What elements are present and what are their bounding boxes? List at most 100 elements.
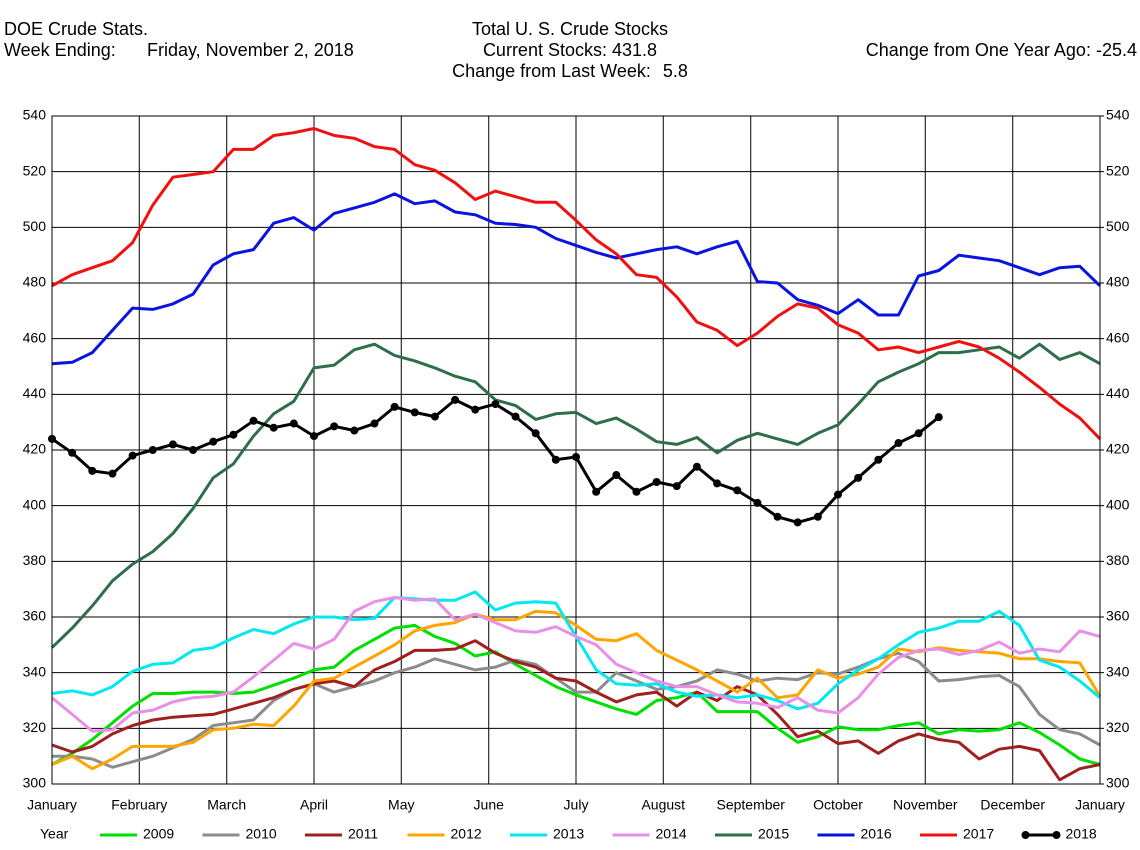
value: 431.8 [612,40,657,60]
series-marker [289,419,298,428]
x-tick-label: October [813,797,863,813]
series-marker [692,462,701,471]
series-marker [451,395,460,404]
label: Change from One Year Ago: [866,40,1091,60]
series-marker [551,455,560,464]
y2-tick-label: 400 [1106,496,1130,512]
week-label: Week Ending: [4,40,116,60]
series-marker [632,487,641,496]
plot-frame [51,115,1101,785]
series-line [50,342,1101,649]
series-line [51,596,1101,733]
y-tick-label: 300 [23,775,47,791]
series-marker [773,512,782,521]
series-line [51,127,1102,440]
series-marker [330,422,339,431]
series-marker [471,405,480,414]
series-line [51,398,940,524]
value: -25.4 [1096,40,1137,60]
x-tick-label: July [564,797,589,813]
series-marker [874,455,883,464]
legend-label: 2016 [861,826,892,842]
series-marker [914,429,923,438]
y-tick-label: 500 [23,218,47,234]
y-tick-label: 320 [23,719,47,735]
y2-tick-label: 300 [1106,775,1130,791]
y-tick-label: 520 [23,162,47,178]
legend-label: 2011 [348,826,378,842]
y2-tick-label: 520 [1106,162,1130,178]
x-tick-label: May [388,797,414,813]
y-tick-label: 380 [23,552,47,568]
series-marker [350,426,359,435]
legend-title: Year [40,826,69,842]
series-marker [68,448,77,457]
y-tick-label: 420 [23,441,47,457]
series-marker [854,473,863,482]
series-marker [310,432,318,441]
y2-tick-label: 480 [1106,274,1130,290]
y-tick-label: 360 [23,608,47,624]
legend-label: 2014 [656,826,687,842]
legend-label: 2009 [143,826,174,842]
legend-label: 2017 [963,826,994,842]
y-tick-label: 540 [23,107,47,123]
current-stocks: Current Stocks: 431.8 [483,40,657,60]
y2-tick-label: 380 [1106,552,1130,568]
series-marker [189,446,198,454]
plot [48,127,1102,782]
y2-tick-label: 340 [1106,663,1130,679]
y-tick-label: 460 [23,329,47,345]
x-tick-label: November [893,797,958,813]
y2-tick-label: 360 [1106,608,1130,624]
y-tick-label: 340 [23,663,47,679]
x-tick-label: February [111,797,167,813]
y2-tick-label: 420 [1106,441,1130,457]
series-marker [249,416,258,425]
legend-label: 2010 [246,826,277,842]
x-tick-label: September [716,797,785,813]
series-marker [592,487,601,496]
legend-label: 2015 [758,826,789,842]
series-marker [370,419,379,428]
series-marker [793,518,802,527]
x-tick-label: August [641,797,685,813]
legend-label: 2013 [553,826,584,842]
y2-tick-label: 320 [1106,719,1130,735]
series-marker [672,482,681,491]
series-marker [531,429,540,438]
x-tick-label: April [300,797,328,813]
x-tick-label: June [474,797,505,813]
series-line [51,639,1101,782]
x-tick-label: January [27,797,77,813]
series-marker [430,412,439,421]
x-tick-label: December [980,797,1045,813]
y2-tick-label: 500 [1106,218,1130,234]
y2-tick-label: 540 [1106,107,1130,123]
week-date: Friday, November 2, 2018 [147,40,354,60]
x-tick-label: March [207,797,246,813]
left-title: DOE Crude Stats. [4,19,148,39]
series-marker [813,512,822,521]
legend-marker [1021,831,1030,839]
series-marker [148,446,157,454]
center-title: Total U. S. Crude Stocks [472,19,668,39]
y-tick-label: 480 [23,274,47,290]
series-marker [229,430,238,439]
yearly-change: Change from One Year Ago: -25.4 [866,40,1137,60]
series-marker [491,400,500,409]
series-marker [934,413,943,422]
series-marker [733,486,742,495]
y2-tick-label: 440 [1106,385,1130,401]
series-marker [390,402,399,411]
x-tick-label: January [1075,797,1125,813]
legend-label: 2012 [451,826,482,842]
label: Current Stocks: [483,40,607,60]
weekly-change: Change from Last Week: 5.8 [452,61,688,81]
series-marker [834,490,842,499]
series-marker [652,478,661,487]
y-tick-label: 400 [23,496,47,512]
series-marker [209,437,218,446]
